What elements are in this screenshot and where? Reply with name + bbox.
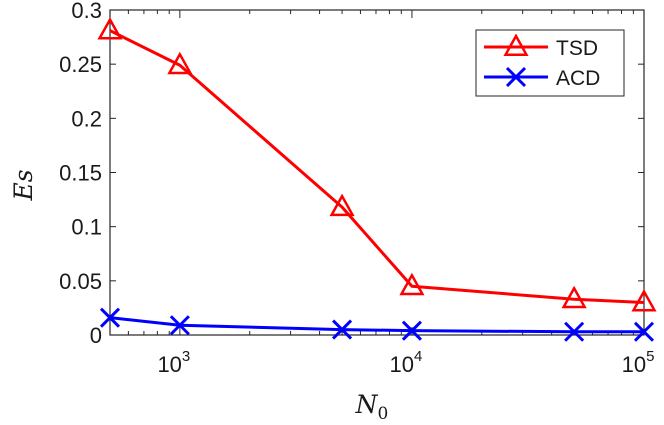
y-tick-label: 0.05 — [59, 269, 102, 294]
x-tick-base: 10 — [622, 352, 646, 377]
y-tick-label: 0.2 — [71, 106, 102, 131]
x-tick-base: 10 — [157, 352, 181, 377]
legend-label-acd: ACD — [556, 67, 600, 90]
data-point-acd — [332, 319, 353, 340]
data-point-acd-stroke — [401, 320, 422, 341]
legend-marker-acd — [505, 66, 527, 88]
series-layer — [97, 17, 657, 342]
data-point-tsd — [561, 285, 587, 309]
data-point-acd — [401, 320, 422, 341]
x-tick-exponent: 5 — [646, 348, 654, 365]
data-point-tsd — [631, 288, 657, 312]
data-point-acd — [633, 321, 655, 342]
x-axis-label-main: N — [355, 390, 379, 419]
x-axis-label: N0 — [355, 390, 389, 424]
y-tick-label: 0 — [90, 323, 102, 348]
legend-box — [475, 29, 625, 97]
data-point-acd — [564, 321, 585, 342]
y-axis-label: Es — [9, 169, 38, 201]
legend: TSD ACD — [475, 29, 625, 97]
y-tick-label: 0.1 — [71, 215, 102, 240]
legend-label-tsd: TSD — [556, 37, 598, 60]
y-tick-label: 0.15 — [59, 161, 102, 186]
series-line-tsd — [109, 29, 645, 304]
series-line-acd — [109, 316, 644, 334]
data-point-tsd — [329, 193, 355, 217]
x-tick-label: 104 — [390, 348, 423, 377]
data-point-acd-stroke — [332, 319, 353, 340]
x-tick-label: 105 — [622, 348, 655, 377]
data-point-tsd — [167, 51, 193, 75]
y-tick-label: 0.25 — [59, 52, 102, 77]
x-axis-label-subscript: 0 — [378, 404, 389, 424]
data-point-acd — [169, 315, 190, 336]
data-point-acd-stroke — [633, 321, 655, 342]
data-point-acd-stroke — [564, 321, 585, 342]
data-point-tsd — [97, 17, 123, 40]
legend-marker-acd-stroke — [505, 66, 527, 88]
data-point-acd-stroke — [169, 315, 190, 336]
data-point-acd-stroke — [99, 307, 121, 328]
legend-marker-tsd — [503, 33, 529, 56]
x-tick-label: 103 — [157, 348, 190, 377]
x-tick-base: 10 — [390, 352, 414, 377]
x-tick-exponent: 3 — [182, 348, 190, 365]
y-tick-label: 0.3 — [71, 0, 102, 23]
data-point-tsd — [399, 272, 425, 296]
x-tick-exponent: 4 — [414, 348, 422, 365]
data-point-acd — [99, 307, 121, 328]
